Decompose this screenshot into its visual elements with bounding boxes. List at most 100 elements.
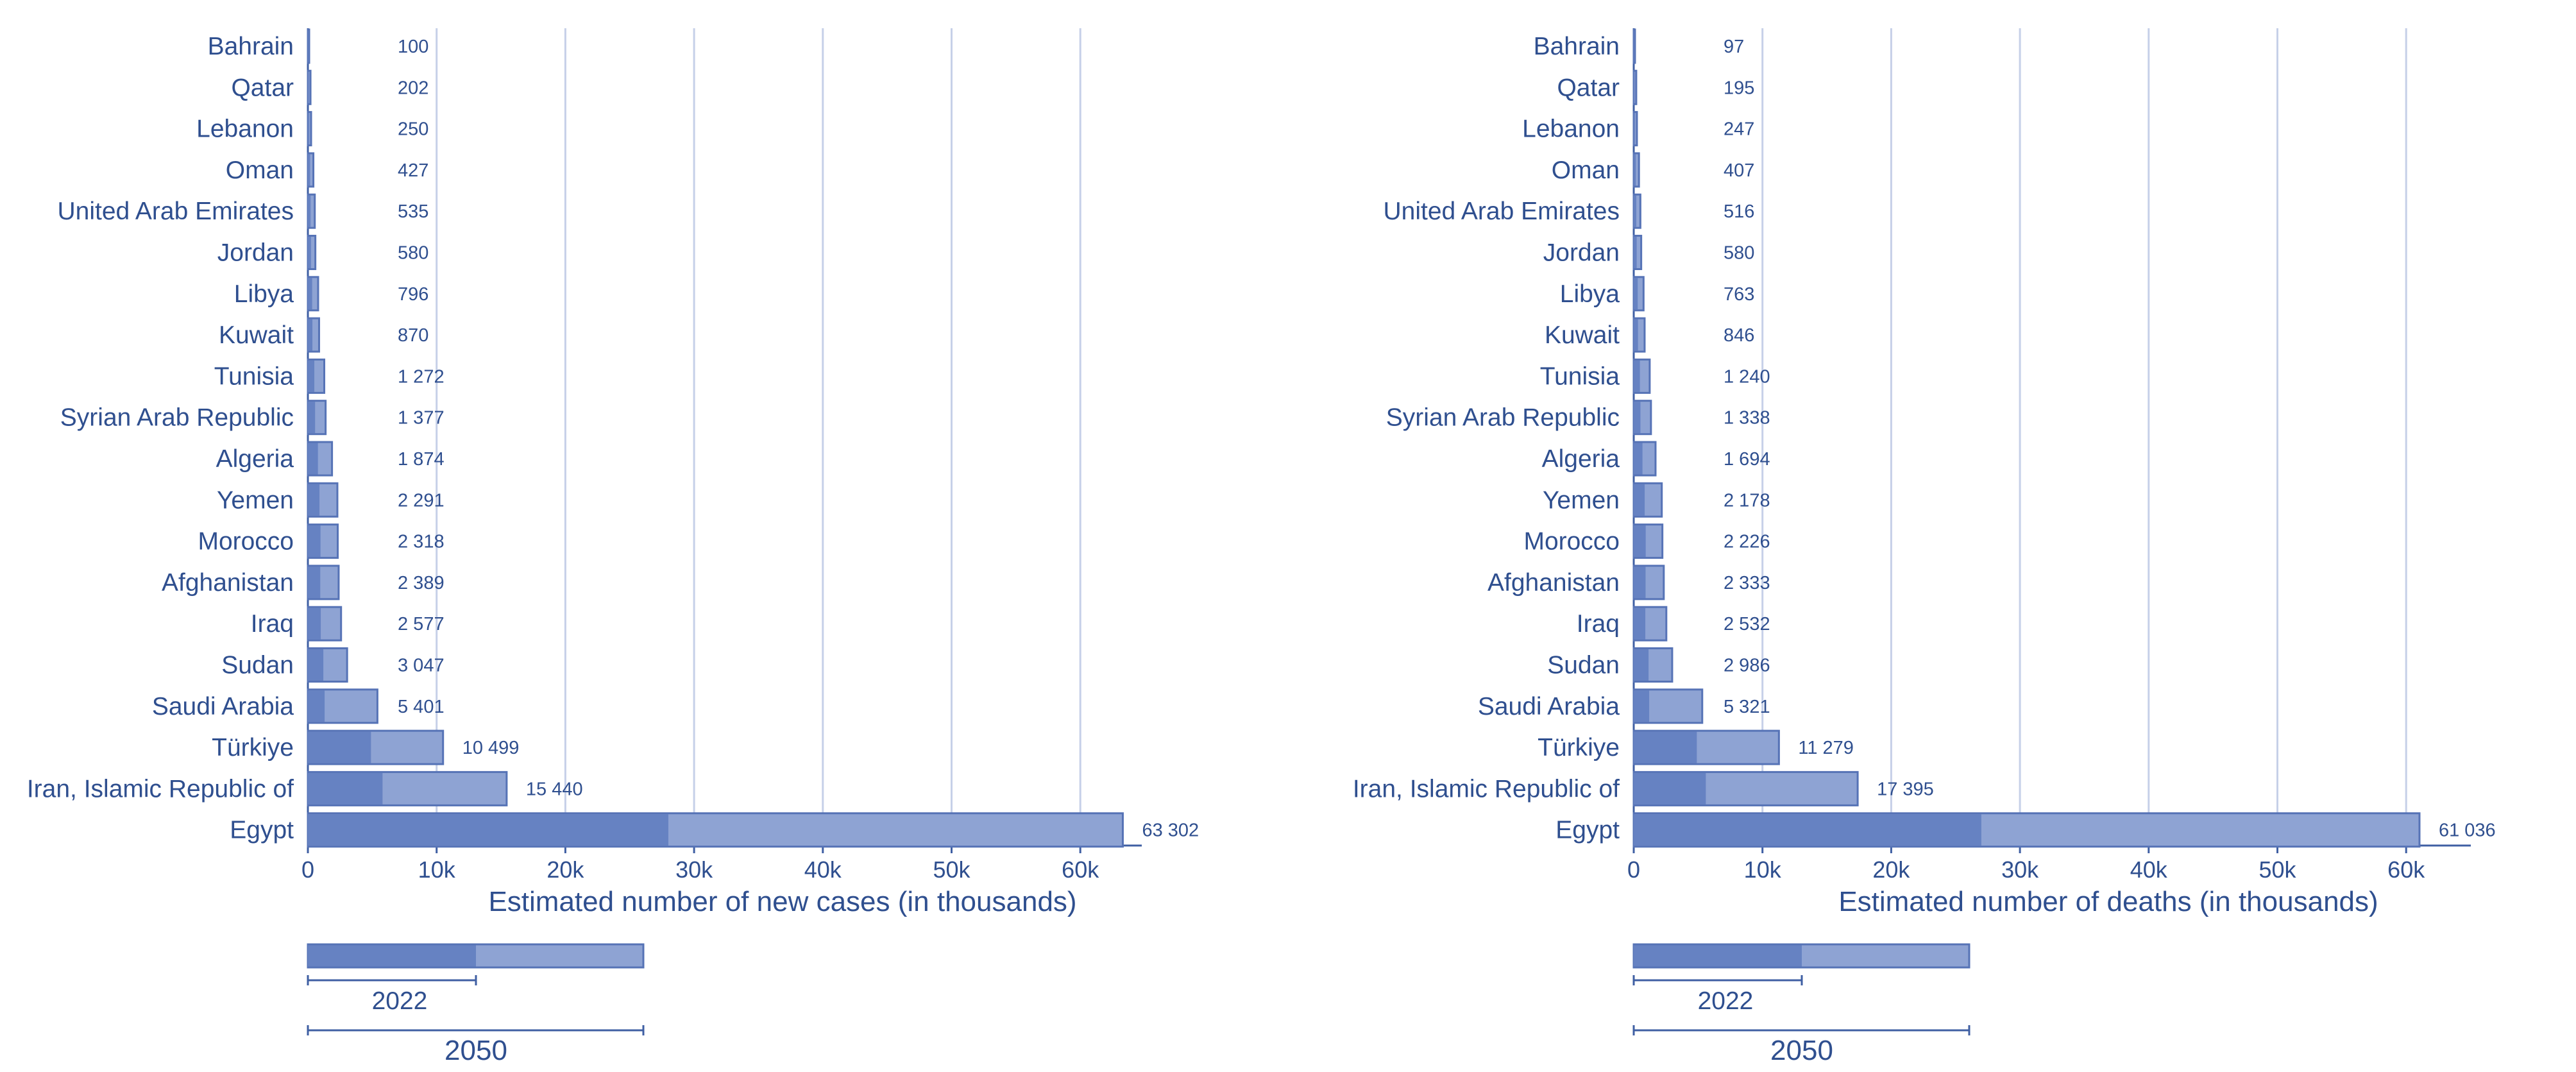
bar-2022-bahrain bbox=[308, 30, 309, 62]
legend-swatch-2022 bbox=[1634, 945, 1802, 967]
value-label-kuwait: 846 bbox=[1724, 325, 1754, 346]
category-label-saudi-arabia: Saudi Arabia bbox=[1478, 693, 1620, 720]
category-label-iraq: Iraq bbox=[251, 610, 294, 638]
value-label-morocco: 2 318 bbox=[398, 532, 445, 552]
value-label-turkiye: 11 279 bbox=[1798, 738, 1854, 758]
bar-2022-egypt bbox=[1634, 814, 1981, 846]
x-tick-label: 10k bbox=[1744, 856, 1782, 883]
value-label-iraq: 2 532 bbox=[1724, 614, 1770, 634]
bar-2022-qatar bbox=[308, 71, 309, 103]
category-label-bahrain: Bahrain bbox=[208, 33, 294, 60]
category-label-iran-islamic-republic-of: Iran, Islamic Republic of bbox=[1353, 775, 1620, 803]
bar-2022-jordan bbox=[1634, 237, 1637, 268]
x-tick-label: 30k bbox=[675, 856, 713, 883]
value-label-saudi-arabia: 5 321 bbox=[1724, 697, 1770, 717]
value-label-libya: 796 bbox=[398, 284, 428, 305]
category-label-morocco: Morocco bbox=[1523, 528, 1620, 556]
legend-swatch-2022 bbox=[308, 945, 476, 967]
category-label-kuwait: Kuwait bbox=[1545, 321, 1620, 349]
value-label-lebanon: 247 bbox=[1724, 119, 1754, 140]
value-label-algeria: 1 694 bbox=[1724, 449, 1770, 470]
category-label-bahrain: Bahrain bbox=[1534, 33, 1620, 60]
category-label-lebanon: Lebanon bbox=[1522, 115, 1620, 143]
bar-2022-morocco bbox=[308, 525, 321, 557]
category-label-lebanon: Lebanon bbox=[196, 115, 294, 143]
value-label-bahrain: 100 bbox=[398, 37, 428, 57]
bar-2022-united-arab-emirates bbox=[1634, 195, 1637, 227]
value-label-egypt: 63 302 bbox=[1142, 821, 1199, 841]
x-tick-label: 60k bbox=[1062, 856, 1099, 883]
value-label-yemen: 2 178 bbox=[1724, 490, 1770, 511]
x-tick-label: 60k bbox=[2387, 856, 2425, 883]
bar-2022-syrian-arab-republic bbox=[308, 402, 316, 434]
deaths-panel: 0 10k 20k 30k 40k 50k 60k Estimated number of d… bbox=[1353, 28, 2496, 1066]
category-label-algeria: Algeria bbox=[216, 445, 294, 473]
legend-label-2050: 2050 bbox=[1770, 1035, 1833, 1066]
value-label-yemen: 2 291 bbox=[398, 490, 445, 511]
legend-label-2050: 2050 bbox=[445, 1035, 507, 1066]
bar-2022-algeria bbox=[308, 443, 318, 475]
category-label-jordan: Jordan bbox=[217, 239, 294, 267]
value-label-tunisia: 1 240 bbox=[1724, 366, 1770, 387]
category-label-qatar: Qatar bbox=[1557, 74, 1620, 101]
value-label-saudi-arabia: 5 401 bbox=[398, 697, 445, 717]
bar-2022-sudan bbox=[1634, 649, 1649, 681]
value-label-qatar: 195 bbox=[1724, 78, 1754, 98]
category-label-oman: Oman bbox=[226, 157, 294, 184]
category-label-kuwait: Kuwait bbox=[219, 321, 294, 349]
category-label-syrian-arab-republic: Syrian Arab Republic bbox=[60, 404, 294, 432]
bar-2022-iran-islamic-republic-of bbox=[308, 772, 383, 804]
value-label-egypt: 61 036 bbox=[2439, 821, 2496, 841]
value-label-iran-islamic-republic-of: 17 395 bbox=[1877, 779, 1934, 799]
value-label-tunisia: 1 272 bbox=[398, 366, 445, 387]
x-tick-label: 40k bbox=[804, 856, 842, 883]
category-label-morocco: Morocco bbox=[198, 528, 294, 556]
value-label-sudan: 2 986 bbox=[1724, 656, 1770, 676]
category-label-united-arab-emirates: United Arab Emirates bbox=[1383, 198, 1620, 225]
value-label-oman: 427 bbox=[398, 160, 428, 181]
value-label-qatar: 202 bbox=[398, 78, 428, 98]
value-label-iraq: 2 577 bbox=[398, 614, 445, 634]
value-label-kuwait: 870 bbox=[398, 325, 428, 346]
value-label-sudan: 3 047 bbox=[398, 656, 445, 676]
bar-2022-yemen bbox=[308, 484, 320, 516]
value-label-jordan: 580 bbox=[398, 243, 428, 264]
bar-2022-oman bbox=[1634, 154, 1636, 186]
category-label-turkiye: Türkiye bbox=[212, 734, 294, 761]
value-label-afghanistan: 2 333 bbox=[1724, 573, 1770, 593]
bar-2022-saudi-arabia bbox=[308, 690, 325, 722]
legend: 2022 2050 bbox=[307, 943, 645, 1066]
category-label-saudi-arabia: Saudi Arabia bbox=[152, 693, 294, 720]
bar-2022-tunisia bbox=[1634, 360, 1640, 392]
bar-2022-kuwait bbox=[308, 319, 313, 351]
value-label-bahrain: 97 bbox=[1724, 37, 1744, 57]
category-label-sudan: Sudan bbox=[221, 652, 294, 679]
value-label-united-arab-emirates: 535 bbox=[398, 201, 428, 222]
legend-label-2022: 2022 bbox=[1698, 987, 1754, 1015]
category-label-egypt: Egypt bbox=[1555, 817, 1620, 844]
legend-label-2022: 2022 bbox=[372, 987, 428, 1015]
x-tick-label: 0 bbox=[301, 856, 314, 883]
category-label-tunisia: Tunisia bbox=[214, 362, 294, 390]
bar-2022-qatar bbox=[1634, 71, 1635, 103]
bar-2050-syrian-arab-republic bbox=[307, 400, 327, 436]
category-label-turkiye: Türkiye bbox=[1538, 734, 1620, 761]
category-label-qatar: Qatar bbox=[231, 74, 294, 101]
bar-2022-turkiye bbox=[1634, 731, 1697, 763]
value-label-lebanon: 250 bbox=[398, 119, 428, 140]
bar-2022-syrian-arab-republic bbox=[1634, 402, 1641, 434]
value-label-turkiye: 10 499 bbox=[462, 738, 520, 758]
value-label-united-arab-emirates: 516 bbox=[1724, 201, 1754, 222]
bar-2022-iraq bbox=[1634, 608, 1646, 640]
x-axis-title: Estimated number of new cases (in thousa… bbox=[488, 886, 1076, 917]
category-label-libya: Libya bbox=[1560, 280, 1620, 308]
x-tick-label: 40k bbox=[2130, 856, 2168, 883]
value-label-iran-islamic-republic-of: 15 440 bbox=[526, 779, 583, 799]
value-label-algeria: 1 874 bbox=[398, 449, 445, 470]
bar-2022-jordan bbox=[308, 237, 311, 268]
bar-2022-lebanon bbox=[308, 113, 310, 145]
bar-2022-afghanistan bbox=[1634, 566, 1646, 599]
x-tick-label: 0 bbox=[1627, 856, 1640, 883]
bar-2022-lebanon bbox=[1634, 113, 1636, 145]
